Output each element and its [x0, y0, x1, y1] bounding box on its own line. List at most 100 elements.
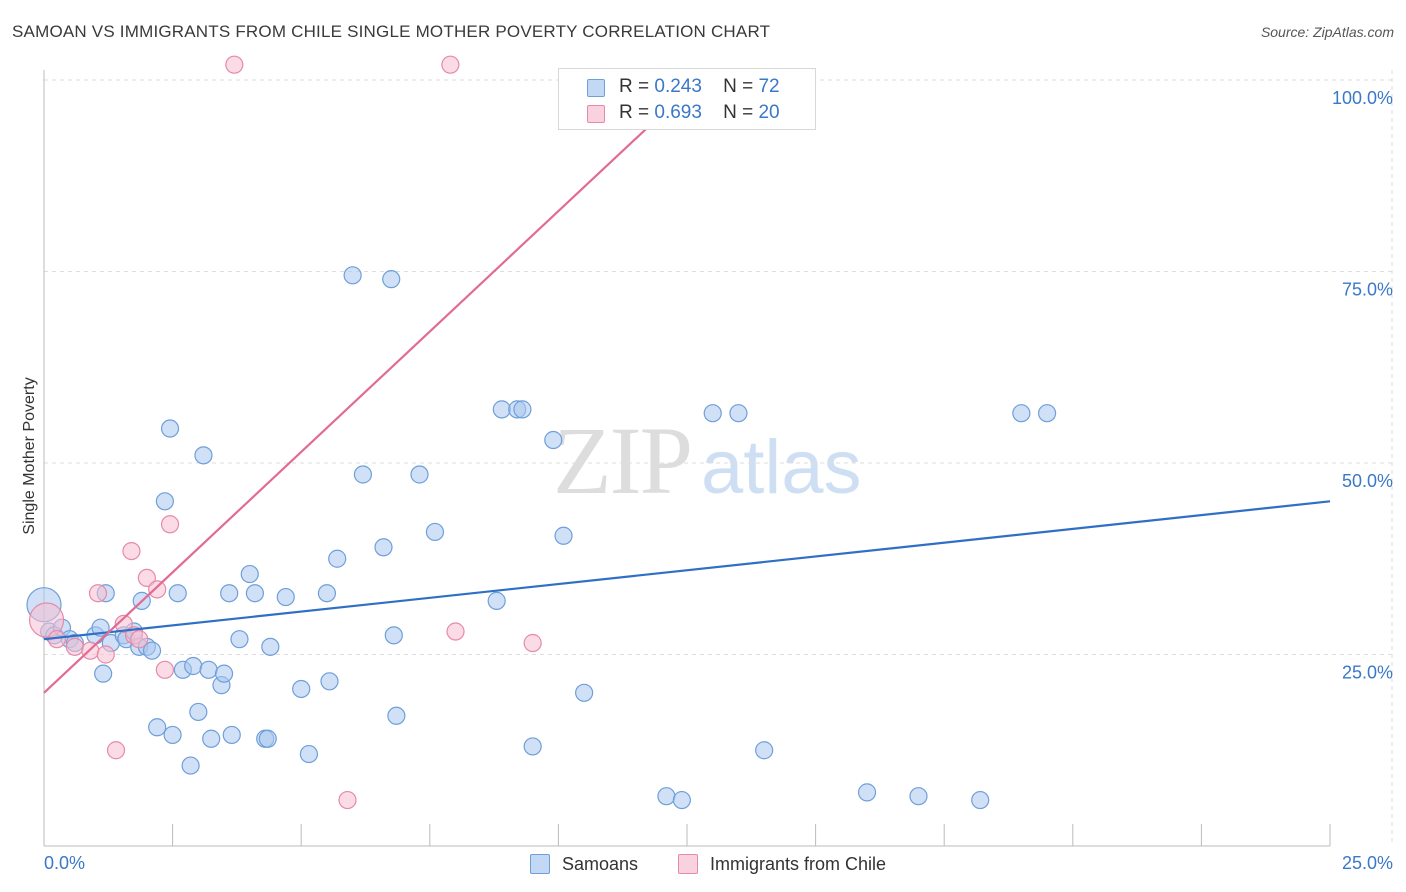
- samoans-point: [155, 492, 174, 511]
- chart-title: SAMOAN VS IMMIGRANTS FROM CHILE SINGLE M…: [12, 22, 771, 41]
- legend-swatch-pink: [587, 105, 605, 123]
- samoans-point: [382, 270, 401, 289]
- samoans-point: [544, 430, 563, 450]
- samoans-point: [261, 637, 280, 656]
- chile-point: [338, 790, 357, 810]
- points-layer: [26, 55, 1057, 810]
- samoans-point: [168, 584, 187, 603]
- samoans-point: [317, 584, 337, 603]
- samoans-point: [487, 591, 506, 610]
- samoans-point: [374, 538, 393, 557]
- series-label-samoans: Samoans: [562, 854, 639, 874]
- samoans-point: [222, 725, 241, 745]
- samoans-point: [163, 725, 182, 745]
- axis-layer: [43, 70, 1331, 847]
- samoans-point: [384, 626, 403, 645]
- legend-swatch-blue: [587, 79, 605, 97]
- label-layer: 25.0% 50.0% 75.0% 100.0% 0.0% 25.0%: [44, 88, 1393, 873]
- y-tick-label: 75.0%: [1342, 280, 1393, 300]
- samoans-point: [1037, 404, 1057, 423]
- samoans-point: [189, 702, 208, 722]
- samoans-point: [755, 741, 774, 760]
- samoans-point: [181, 756, 200, 775]
- chile-point: [155, 660, 174, 679]
- samoans-point: [513, 400, 532, 419]
- chile-point: [130, 630, 149, 649]
- chile-point: [65, 637, 84, 656]
- samoans-point: [554, 526, 573, 545]
- samoans-point: [1012, 404, 1031, 423]
- samoans-point: [657, 787, 676, 806]
- correlation-legend: R = 0.243 N = 72 R = 0.693 N = 20: [558, 68, 816, 130]
- samoans-point: [245, 584, 265, 603]
- samoans-point: [328, 549, 347, 568]
- samoans-point: [909, 787, 928, 806]
- legend-n-value: 20: [758, 102, 780, 123]
- source-label: Source: ZipAtlas.com: [1260, 24, 1394, 40]
- samoans-point: [142, 641, 162, 660]
- chile-trend-line: [43, 75, 704, 694]
- samoans-point: [971, 790, 990, 810]
- samoans-point: [410, 465, 429, 484]
- x-tick-label: 25.0%: [1342, 853, 1393, 873]
- chile-point: [106, 741, 126, 760]
- chile-point: [28, 602, 65, 638]
- legend-r-value: 0.243: [654, 76, 702, 97]
- samoans-point: [292, 679, 311, 699]
- legend-n-label: N =: [723, 76, 754, 97]
- samoans-point: [523, 737, 542, 756]
- samoans-point: [672, 790, 691, 810]
- samoans-point: [299, 744, 319, 764]
- samoans-point: [202, 729, 221, 748]
- samoans-point: [258, 729, 277, 748]
- samoans-trend-line: [43, 500, 1331, 641]
- grid-layer: [44, 70, 1393, 846]
- legend-n-value: 72: [758, 76, 780, 97]
- y-tick-label: 100.0%: [1332, 88, 1393, 108]
- samoans-point: [148, 718, 167, 737]
- samoans-point: [194, 446, 213, 465]
- chile-point: [225, 55, 244, 74]
- samoans-point: [857, 783, 877, 802]
- samoans-point: [425, 522, 445, 542]
- samoans-point: [703, 404, 722, 423]
- legend-r-label: R =: [619, 102, 650, 123]
- samoans-point: [492, 400, 511, 419]
- chile-point: [96, 645, 115, 664]
- chile-point: [88, 584, 108, 603]
- chile-point: [441, 55, 460, 74]
- series-swatch-pink: [678, 854, 698, 874]
- samoans-point: [343, 266, 362, 285]
- samoans-point: [240, 564, 259, 584]
- trend-layer: [43, 75, 1331, 694]
- samoans-point: [320, 672, 339, 691]
- legend-r-label: R =: [619, 76, 650, 97]
- samoans-point: [729, 404, 748, 423]
- chile-point: [523, 633, 542, 653]
- series-swatch-blue: [530, 854, 550, 874]
- x-tick-label: 0.0%: [44, 853, 85, 873]
- samoans-point: [387, 706, 406, 725]
- samoans-point: [184, 656, 203, 676]
- samoans-point: [230, 630, 249, 649]
- y-tick-label: 25.0%: [1342, 663, 1393, 683]
- samoans-point: [575, 683, 594, 702]
- samoans-point: [94, 664, 113, 683]
- samoans-point: [160, 419, 180, 438]
- samoans-point: [276, 587, 295, 607]
- chile-point: [114, 614, 133, 633]
- legend-n-label: N =: [723, 102, 754, 123]
- chile-point: [446, 622, 465, 641]
- samoans-point: [199, 660, 218, 679]
- y-tick-label: 50.0%: [1342, 471, 1393, 491]
- series-label-chile: Immigrants from Chile: [710, 854, 887, 874]
- chile-point: [137, 568, 156, 588]
- samoans-point: [353, 465, 373, 484]
- chile-point: [160, 515, 180, 534]
- samoans-point: [220, 584, 239, 603]
- chile-point: [122, 541, 141, 561]
- samoans-point: [214, 664, 234, 683]
- chile-point: [148, 580, 167, 599]
- legend-r-value: 0.693: [654, 102, 702, 123]
